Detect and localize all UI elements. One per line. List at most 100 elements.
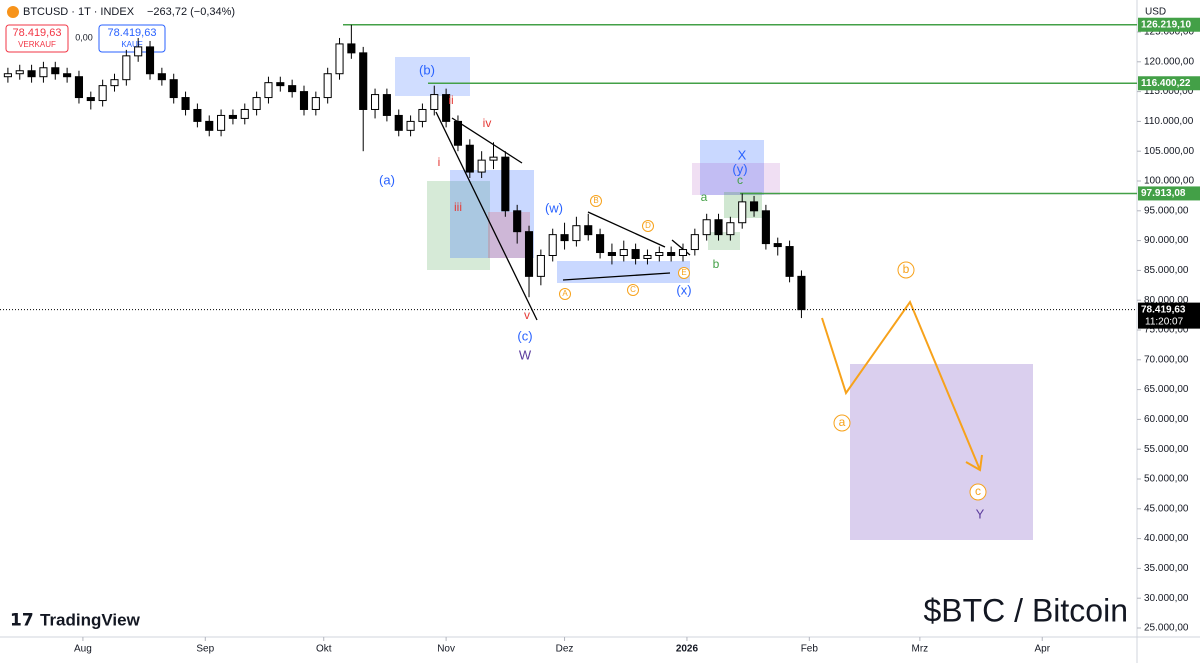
level-tag <box>1138 186 1200 201</box>
y-tick-label: 25.000,00 <box>1144 623 1189 634</box>
y-tick-label: 75.000,00 <box>1144 325 1189 336</box>
sell-box[interactable] <box>5 24 69 53</box>
x-tick-label: Apr <box>1034 644 1050 655</box>
candle-body <box>678 249 688 256</box>
candle-body <box>655 252 664 256</box>
candle-body <box>382 94 391 116</box>
wave-label: (y) <box>732 161 747 176</box>
wave-label: A <box>562 289 568 298</box>
wave-label: iv <box>483 116 492 130</box>
candle-body <box>299 91 309 110</box>
wave-label: c <box>975 484 981 498</box>
candle-body <box>370 94 380 110</box>
coin-icon <box>7 6 19 18</box>
candle-body <box>39 67 48 78</box>
candle-body <box>86 97 95 102</box>
wave-label: iii <box>454 200 462 214</box>
y-tick-label: 80.000,00 <box>1144 295 1189 306</box>
candle-body <box>761 210 770 245</box>
candle-body <box>240 108 249 119</box>
box <box>700 140 764 195</box>
candle-body <box>726 222 735 236</box>
wave-label: (c) <box>517 328 532 343</box>
x-tick-label: Mrz <box>912 644 929 655</box>
wave-label: b <box>903 262 910 276</box>
annotation-circle <box>833 414 851 432</box>
brand-logo: 𝟭𝟳 <box>10 610 34 629</box>
annotation-circle <box>969 483 987 501</box>
candle-body <box>63 73 72 78</box>
candle-body <box>442 94 451 122</box>
y-tick-label: 85.000,00 <box>1144 265 1189 276</box>
sell-price: 78.419,63 <box>13 27 62 39</box>
buy-box[interactable] <box>98 24 166 53</box>
x-tick-label: Nov <box>437 644 455 655</box>
wave-label: (w) <box>545 200 563 215</box>
candle-body <box>690 234 699 251</box>
annotation-circle <box>559 288 571 300</box>
candle-body <box>217 114 226 131</box>
annotation-circle <box>642 220 654 232</box>
x-tick-label: 2026 <box>676 644 699 655</box>
wave-label: X <box>738 147 747 162</box>
wave-label: c <box>737 173 743 187</box>
wave-label: W <box>519 347 532 362</box>
y-tick-label: 30.000,00 <box>1144 593 1189 604</box>
box <box>427 181 490 270</box>
candle-body <box>749 201 759 212</box>
projection-path <box>821 299 981 471</box>
candle-body <box>631 249 640 259</box>
wave-label: C <box>630 285 636 294</box>
candle-body <box>323 73 332 99</box>
box <box>488 212 530 258</box>
annotation-circle <box>590 195 602 207</box>
brand: TradingView <box>40 610 141 629</box>
candle-body <box>596 234 605 254</box>
x-tick-label: Feb <box>801 644 819 655</box>
candle-body <box>193 108 202 122</box>
candle-body <box>643 254 652 259</box>
y-tick-label: 115.000,00 <box>1144 86 1194 97</box>
candle-body <box>311 97 320 110</box>
y-tick-label: 70.000,00 <box>1144 354 1189 365</box>
candle-body <box>276 82 285 87</box>
candle-body <box>3 73 12 78</box>
candle-body <box>145 46 155 75</box>
header: BTCUSD · 1T · INDEX −263,72 (−0,34%) 78.… <box>5 6 1166 53</box>
candle-body <box>667 252 676 256</box>
candle-body <box>513 210 522 233</box>
y-tick-label: 35.000,00 <box>1144 563 1189 574</box>
wave-label: a <box>701 190 708 204</box>
target-box <box>850 364 1033 540</box>
candle-body <box>548 234 557 256</box>
candle-body <box>288 85 297 93</box>
x-tick-label: Sep <box>196 644 214 655</box>
annotation-circle <box>627 284 639 296</box>
arrow-head <box>965 454 983 472</box>
candle-body <box>98 85 107 102</box>
last-price-label: 78.419,63 <box>1141 304 1186 315</box>
annotation-circle <box>678 267 690 279</box>
buy-label: KAUF <box>121 40 142 49</box>
candle-body <box>51 67 60 75</box>
box <box>395 57 470 96</box>
candle-body <box>110 79 119 87</box>
y-tick-label: 55.000,00 <box>1144 444 1189 455</box>
box <box>557 261 690 283</box>
drawings <box>395 57 1033 540</box>
wave-label: a <box>839 415 846 429</box>
y-tick-label: 60.000,00 <box>1144 414 1189 425</box>
y-tick-label: 50.000,00 <box>1144 474 1189 485</box>
y-tick-label: 90.000,00 <box>1144 235 1189 246</box>
trend-line <box>587 211 666 248</box>
box <box>692 163 780 195</box>
candle-body <box>560 234 569 242</box>
countdown: 11:20:07 <box>1145 316 1184 327</box>
level-label: 97.913,08 <box>1141 188 1186 199</box>
wave-label: v <box>524 308 530 322</box>
annotation-circle <box>897 261 915 279</box>
y-tick-label: 105.000,00 <box>1144 146 1194 157</box>
candle-body <box>501 156 510 212</box>
